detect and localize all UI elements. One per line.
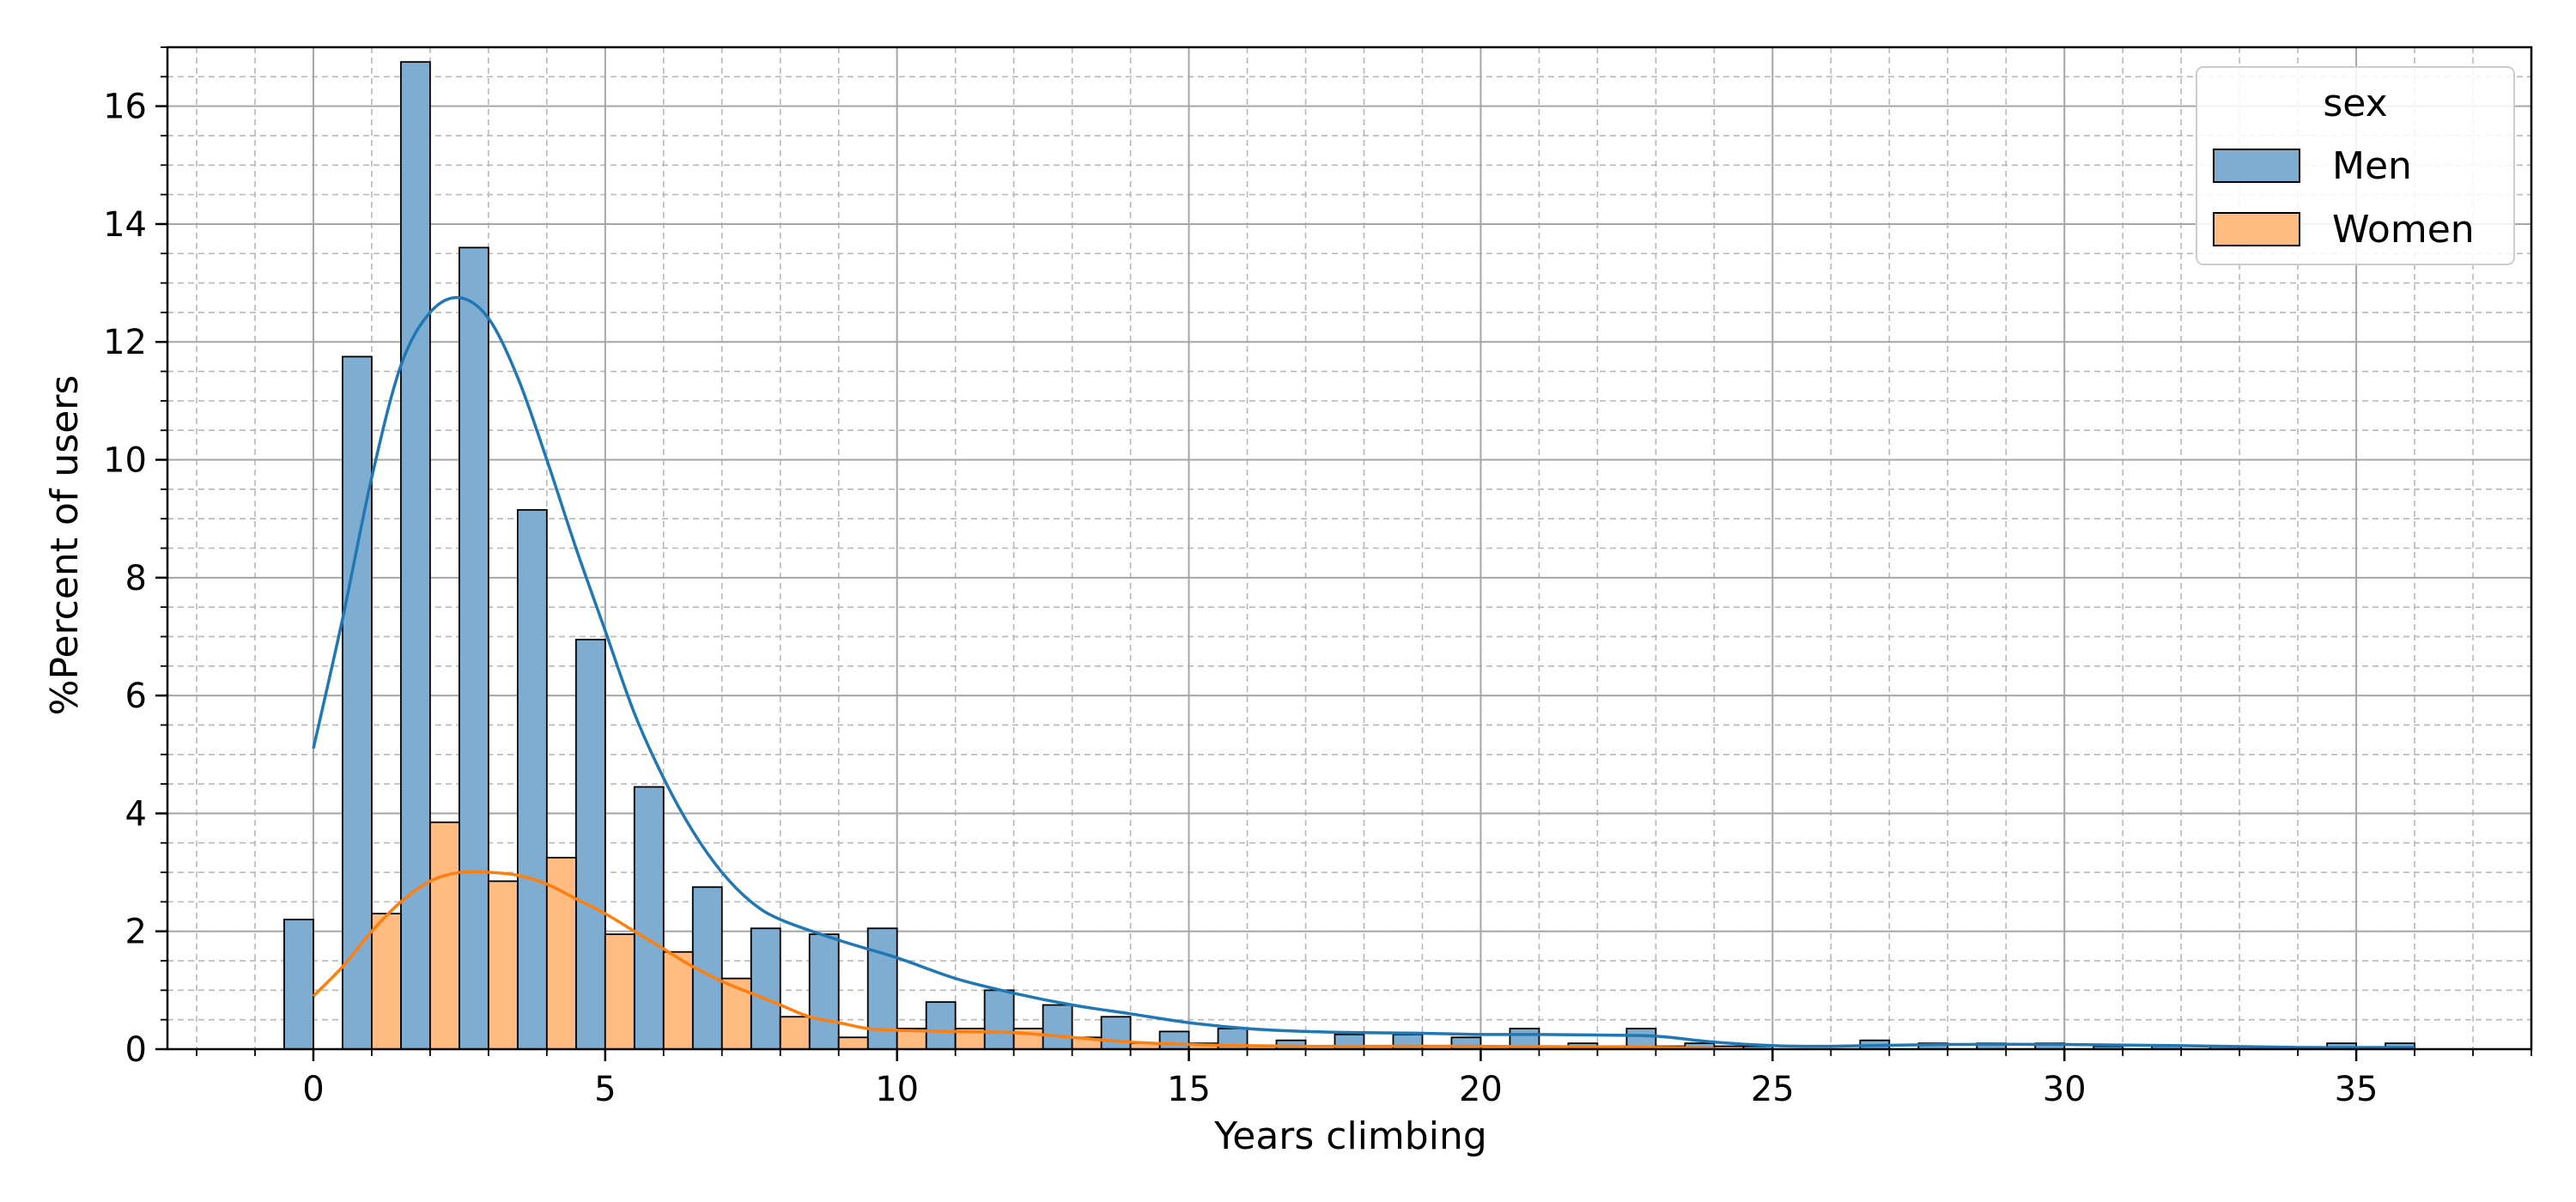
y-axis-title: %Percent of users — [43, 375, 87, 716]
y-tick-label: 14 — [103, 205, 147, 245]
bar-women — [428, 821, 460, 1050]
y-tick-label: 6 — [125, 677, 147, 716]
bars-layer — [283, 61, 2415, 1050]
y-tick-label: 16 — [103, 88, 147, 127]
x-tick-label: 35 — [2335, 1070, 2379, 1109]
x-tick-label: 25 — [1751, 1070, 1795, 1109]
bar-women — [604, 933, 635, 1050]
bar-women — [837, 1036, 869, 1050]
bar-men — [633, 786, 665, 1050]
y-tick-label: 10 — [103, 441, 147, 481]
x-tick-label: 5 — [594, 1070, 616, 1109]
x-axis-title: Years climbing — [1213, 1114, 1487, 1158]
ticks-layer: 0 5 10 15 20 25 30 35 0 2 4 6 8 10 12 14 16 — [103, 46, 2532, 1109]
kde-line-men — [312, 295, 2415, 1049]
bar-men — [1100, 1016, 1132, 1050]
y-tick-label: 0 — [125, 1030, 147, 1070]
legend: sex Men Women — [2196, 66, 2515, 265]
bar-men — [283, 919, 314, 1050]
bar-men — [574, 639, 606, 1050]
bar-men — [983, 989, 1015, 1050]
bar-men — [1158, 1030, 1190, 1050]
bar-men — [1042, 1004, 1073, 1050]
bar-men — [458, 246, 489, 1050]
x-tick-label: 10 — [875, 1070, 919, 1109]
bar-women — [662, 950, 694, 1050]
legend-label-men: Men — [2332, 144, 2412, 188]
x-tick-label: 15 — [1167, 1070, 1211, 1109]
bar-men — [925, 1001, 957, 1050]
legend-swatch-women — [2213, 212, 2300, 246]
legend-title: sex — [2323, 82, 2387, 125]
x-tick-label: 20 — [1459, 1070, 1503, 1109]
y-tick-label: 4 — [125, 794, 147, 834]
bar-men — [808, 933, 840, 1050]
bar-women — [779, 1016, 811, 1050]
kde-layer — [312, 295, 2415, 1050]
kde-line-women — [312, 870, 1715, 1050]
bar-women — [371, 913, 402, 1050]
x-tick-label: 30 — [2043, 1070, 2087, 1109]
y-tick-label: 8 — [125, 559, 147, 598]
y-tick-label: 12 — [103, 323, 147, 362]
legend-label-women: Women — [2332, 208, 2475, 252]
bar-men — [750, 927, 781, 1050]
bar-women — [487, 880, 519, 1050]
x-tick-label: 0 — [302, 1070, 324, 1109]
y-tick-label: 2 — [125, 913, 147, 952]
legend-swatch-men — [2213, 149, 2300, 183]
bar-men — [400, 61, 431, 1050]
bar-men — [342, 355, 373, 1050]
bar-men — [516, 508, 548, 1050]
